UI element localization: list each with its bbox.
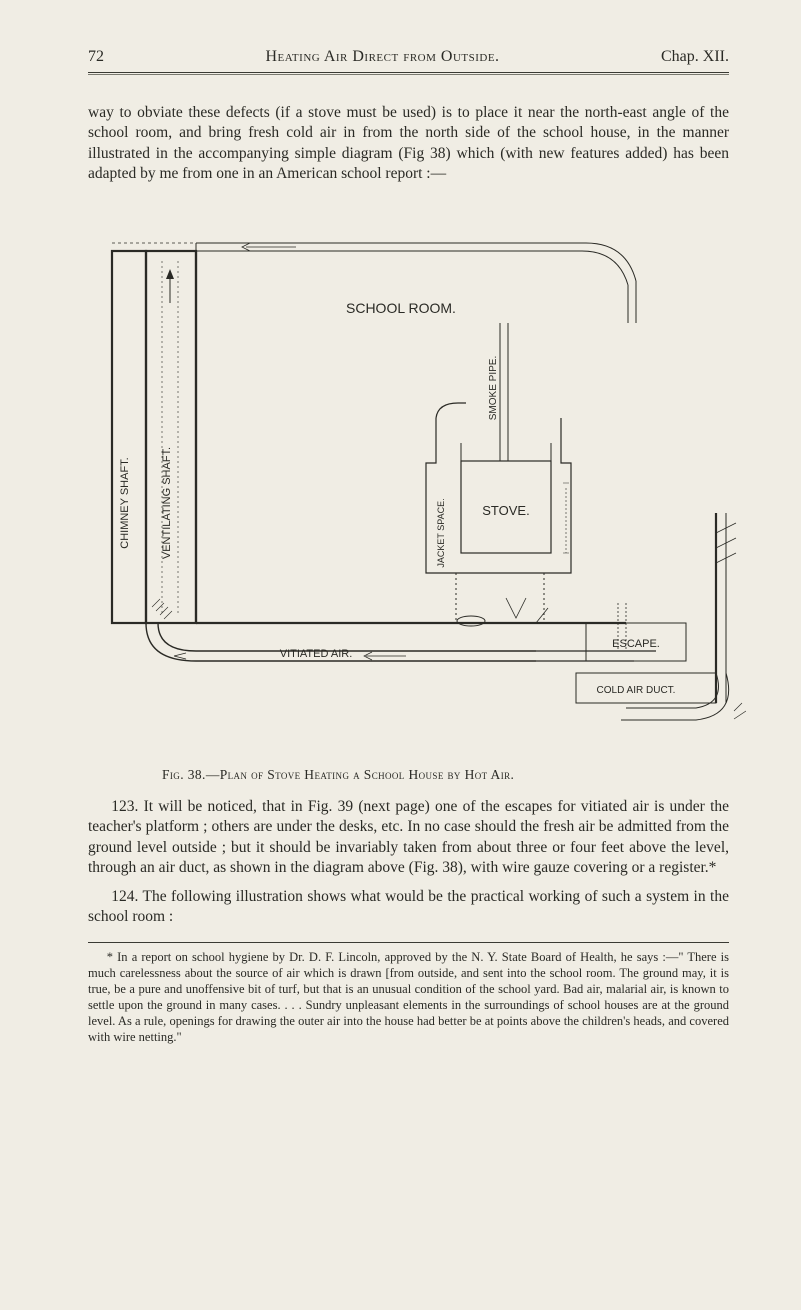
chapter-label: Chap. XII. <box>661 48 729 66</box>
page-number: 72 <box>88 48 104 66</box>
label-cold-air-duct: COLD AIR DUCT. <box>597 685 676 696</box>
label-jacket-space: JACKET SPACE. <box>436 498 446 567</box>
figure-38: SCHOOL ROOM. CHIMNEY SHAFT. VENTILATING … <box>66 203 746 783</box>
paragraph-1: way to obviate these defects (if a stove… <box>88 103 729 185</box>
label-stove: STOVE. <box>482 503 529 518</box>
label-escape: ESCAPE. <box>612 638 660 650</box>
paragraph-2: 123. It will be noticed, that in Fig. 39… <box>88 797 729 879</box>
figure-caption: Fig. 38.—Plan of Stove Heating a School … <box>162 767 746 783</box>
footnote: * In a report on school hygiene by Dr. D… <box>88 949 729 1045</box>
label-school-room: SCHOOL ROOM. <box>346 300 456 316</box>
page-title: Heating Air Direct from Outside. <box>265 48 499 66</box>
footnote-rule <box>88 942 729 943</box>
header-rule <box>88 72 729 73</box>
running-head: 72 Heating Air Direct from Outside. Chap… <box>88 48 729 66</box>
body-text: way to obviate these defects (if a stove… <box>88 103 729 185</box>
figure-svg: SCHOOL ROOM. CHIMNEY SHAFT. VENTILATING … <box>66 203 746 763</box>
header-rule-thin <box>88 74 729 75</box>
label-chimney-shaft: CHIMNEY SHAFT. <box>119 457 131 548</box>
label-smoke-pipe: SMOKE PIPE. <box>488 356 499 420</box>
page: 72 Heating Air Direct from Outside. Chap… <box>0 0 801 1310</box>
label-vitiated-air: VITIATED AIR. <box>280 648 353 660</box>
footnote-text: * In a report on school hygiene by Dr. D… <box>88 949 729 1045</box>
body-text-2: 123. It will be noticed, that in Fig. 39… <box>88 797 729 928</box>
label-ventilating-shaft: VENTILATING SHAFT. <box>161 447 173 559</box>
paragraph-3: 124. The following illustration shows wh… <box>88 887 729 928</box>
